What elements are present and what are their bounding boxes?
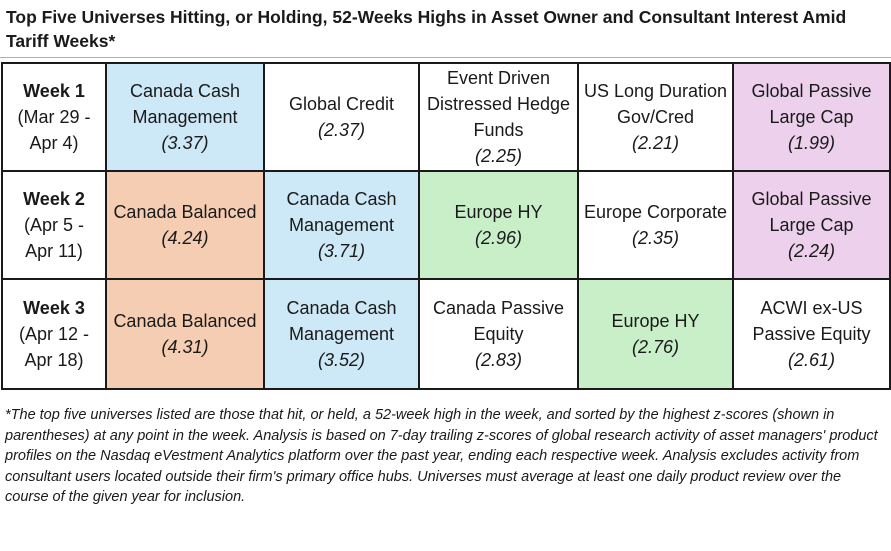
week-range-start: (Apr 5 - — [23, 215, 84, 235]
universe-cell: US Long Duration Gov/Cred (2.21) — [577, 62, 734, 172]
universes-table: Week 1 (Mar 29 - Apr 4) Canada Cash Mana… — [1, 62, 891, 390]
universe-name: Canada Passive Equity — [432, 298, 565, 344]
z-score: (3.52) — [317, 350, 366, 370]
universe-name: ACWI ex-US Passive Equity — [752, 298, 871, 344]
universe-name: Canada Cash Management — [286, 189, 397, 235]
table-row-week-3: Week 3 (Apr 12 - Apr 18) Canada Balanced… — [1, 278, 891, 390]
universe-name: Canada Balanced — [113, 311, 257, 331]
z-score: (2.24) — [787, 241, 836, 261]
universe-name: Canada Cash Management — [286, 298, 397, 344]
universe-cell: Europe HY (2.96) — [418, 170, 579, 280]
universe-name: Canada Balanced — [113, 202, 257, 222]
universe-cell: Global Passive Large Cap (2.24) — [732, 170, 891, 280]
universe-cell: Canada Cash Management (3.52) — [263, 278, 420, 390]
z-score: (2.37) — [317, 120, 366, 140]
week-range-start: (Apr 12 - — [18, 324, 90, 344]
universe-cell: Canada Passive Equity (2.83) — [418, 278, 579, 390]
universe-cell: Europe HY (2.76) — [577, 278, 734, 390]
universe-name: Europe HY — [454, 202, 543, 222]
z-score: (2.21) — [631, 133, 680, 153]
week-range-end: Apr 4) — [29, 133, 79, 153]
week-label-cell: Week 3 (Apr 12 - Apr 18) — [1, 278, 107, 390]
table-row-week-2: Week 2 (Apr 5 - Apr 11) Canada Balanced … — [1, 170, 891, 280]
z-score: (2.25) — [474, 146, 523, 166]
week-range-end: Apr 18) — [24, 350, 84, 370]
table-row-week-1: Week 1 (Mar 29 - Apr 4) Canada Cash Mana… — [1, 62, 891, 172]
title-divider — [0, 57, 891, 58]
universe-cell: Global Credit (2.37) — [263, 62, 420, 172]
universe-name: Global Credit — [288, 94, 395, 114]
universe-cell: Europe Corporate (2.35) — [577, 170, 734, 280]
universe-cell: Event Driven Distressed Hedge Funds (2.2… — [418, 62, 579, 172]
universe-name: Europe Corporate — [583, 202, 728, 222]
universe-name: Event Driven Distressed Hedge Funds — [426, 68, 571, 140]
z-score: (2.83) — [474, 350, 523, 370]
universe-name: US Long Duration Gov/Cred — [583, 81, 728, 127]
week-label: Week 2 — [23, 189, 85, 209]
week-label-cell: Week 2 (Apr 5 - Apr 11) — [1, 170, 107, 280]
week-label: Week 3 — [23, 298, 85, 318]
z-score: (3.37) — [161, 133, 209, 153]
universe-cell: Canada Balanced (4.31) — [105, 278, 265, 390]
page-title: Top Five Universes Hitting, or Holding, … — [6, 7, 847, 51]
z-score: (3.71) — [317, 241, 366, 261]
z-score: (4.24) — [161, 228, 209, 248]
z-score: (2.76) — [631, 337, 680, 357]
z-score: (2.96) — [474, 228, 523, 248]
universe-name: Global Passive Large Cap — [751, 189, 872, 235]
z-score: (4.31) — [161, 337, 209, 357]
footnote: *The top five universes listed are those… — [5, 407, 878, 506]
universe-cell: Canada Balanced (4.24) — [105, 170, 265, 280]
universe-cell: Canada Cash Management (3.37) — [105, 62, 265, 172]
week-range-end: Apr 11) — [25, 241, 83, 261]
week-label-cell: Week 1 (Mar 29 - Apr 4) — [1, 62, 107, 172]
week-range-start: (Mar 29 - — [17, 107, 91, 127]
universe-cell: Global Passive Large Cap (1.99) — [732, 62, 891, 172]
universe-name: Global Passive Large Cap — [751, 81, 872, 127]
universe-cell: ACWI ex-US Passive Equity (2.61) — [732, 278, 891, 390]
z-score: (2.61) — [787, 350, 836, 370]
week-label: Week 1 — [23, 81, 85, 101]
universe-name: Europe HY — [611, 311, 700, 331]
z-score: (2.35) — [631, 228, 680, 248]
z-score: (1.99) — [787, 133, 836, 153]
universe-name: Canada Cash Management — [129, 81, 241, 127]
universe-cell: Canada Cash Management (3.71) — [263, 170, 420, 280]
